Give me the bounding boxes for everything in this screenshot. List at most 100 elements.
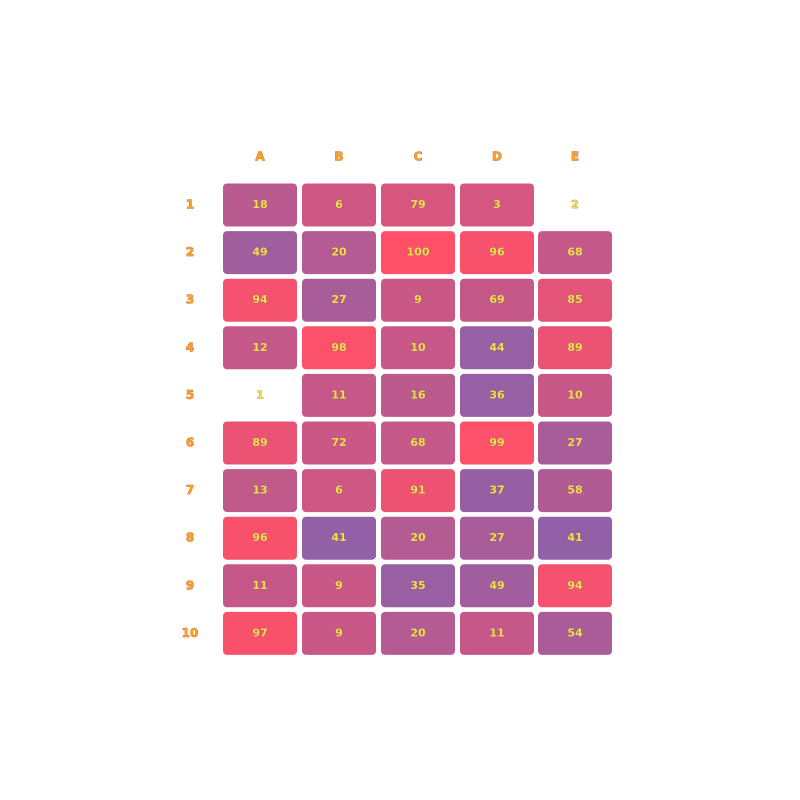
heatmap-cell [302,516,376,560]
heatmap-cell [302,278,376,322]
row-label-2: 2 [186,245,194,259]
cell-value-label: 6 [335,484,343,497]
row-label-9: 9 [186,578,194,592]
column-label-E: E [571,150,579,164]
heatmap-cell [381,469,455,513]
heatmap-cell [302,421,376,465]
cell-value-label: 11 [489,626,504,639]
heatmap-cell [460,373,534,417]
row-label-8: 8 [186,531,194,545]
cell-value-label: 44 [489,341,505,354]
heatmap-cell [302,469,376,513]
cell-value-label: 16 [410,388,426,401]
cell-value-label: 36 [489,388,505,401]
cell-value-label: 9 [414,293,422,306]
row-label-5: 5 [186,388,194,402]
heatmap-cell [460,516,534,560]
heatmap-cell [460,326,534,370]
row-label-7: 7 [186,483,194,497]
column-label-D: D [492,150,502,164]
cell-value-label: 97 [252,626,267,639]
cell-value-label: 85 [567,293,582,306]
cell-value-label: 94 [252,293,268,306]
cell-value-label: 37 [489,484,504,497]
cell-value-label: 20 [331,246,347,259]
heatmap-cell [381,373,455,417]
heatmap-cell [538,373,612,417]
cell-value-label: 91 [410,484,425,497]
heatmap-cell [223,278,297,322]
heatmap-cell [223,611,297,655]
column-label-A: A [255,150,265,164]
heatmap-cell [460,469,534,513]
cell-value-label: 12 [252,341,267,354]
cell-value-label: 10 [410,341,426,354]
row-label-1: 1 [186,198,194,212]
cell-value-label: 99 [489,436,504,449]
cell-value-label: 27 [567,436,582,449]
cell-value-label: 27 [489,531,504,544]
cell-value-label: 96 [252,531,268,544]
cell-value-label: 68 [410,436,425,449]
heatmap-cell [223,231,297,275]
cell-value-label: 41 [567,531,582,544]
cell-value-label: 27 [331,293,346,306]
cell-value-label: 100 [407,246,430,259]
heatmap-cell [223,564,297,608]
heatmap-cell [223,183,297,227]
heatmap-cell [381,183,455,227]
cell-value-label: 49 [489,579,504,592]
heatmap-cell [302,564,376,608]
cell-value-label: 35 [410,579,425,592]
cell-value-label: 68 [567,246,582,259]
heatmap-cell [381,564,455,608]
cell-value-label: 41 [331,531,346,544]
heatmap-cell [381,611,455,655]
heatmap-cell [538,278,612,322]
cell-value-label: 94 [567,579,583,592]
cell-value-label: 54 [567,626,583,639]
heatmap-cell [223,469,297,513]
heatmap-cell [302,183,376,227]
heatmap-cell [223,516,297,560]
cell-value-label: 9 [335,626,343,639]
heatmap-cell [223,326,297,370]
cell-value-label: 98 [331,341,346,354]
row-label-10: 10 [182,626,199,640]
cell-value-label: 9 [335,579,343,592]
column-labels: A B C D E [255,149,579,164]
cell-value-label: 3 [493,198,501,211]
cell-value-label: 20 [410,531,426,544]
heatmap-cell [381,326,455,370]
heatmap-cell [538,611,612,655]
row-label-4: 4 [186,340,194,354]
heatmap-cell [538,326,612,370]
cell-value-label: 58 [567,484,582,497]
cell-value-label: 69 [489,293,504,306]
cell-value-label: 96 [489,246,505,259]
heatmap-cell [302,326,376,370]
heatmap-cell [302,231,376,275]
heatmap-cell [381,278,455,322]
heatmap-cell [460,278,534,322]
heatmap-cell [460,611,534,655]
row-label-3: 3 [186,293,194,307]
heatmap-cell [460,183,534,227]
heatmap-cell [223,421,297,465]
heatmap-cell [302,373,376,417]
cell-value-label: 20 [410,626,426,639]
row-labels: 1 2 3 4 5 6 7 8 9 10 [181,197,199,640]
cell-value-label: 89 [567,341,582,354]
heatmap-cell [381,516,455,560]
heatmap-cell [460,231,534,275]
cell-value-label: 72 [331,436,346,449]
heatmap-cell [538,564,612,608]
cell-value-label: 13 [252,484,267,497]
cell-value-label: 11 [252,579,267,592]
cell-value-label: 10 [567,388,583,401]
cell-value-label: 11 [331,388,346,401]
cell-value-label: 2 [571,198,579,211]
row-label-6: 6 [186,436,194,450]
